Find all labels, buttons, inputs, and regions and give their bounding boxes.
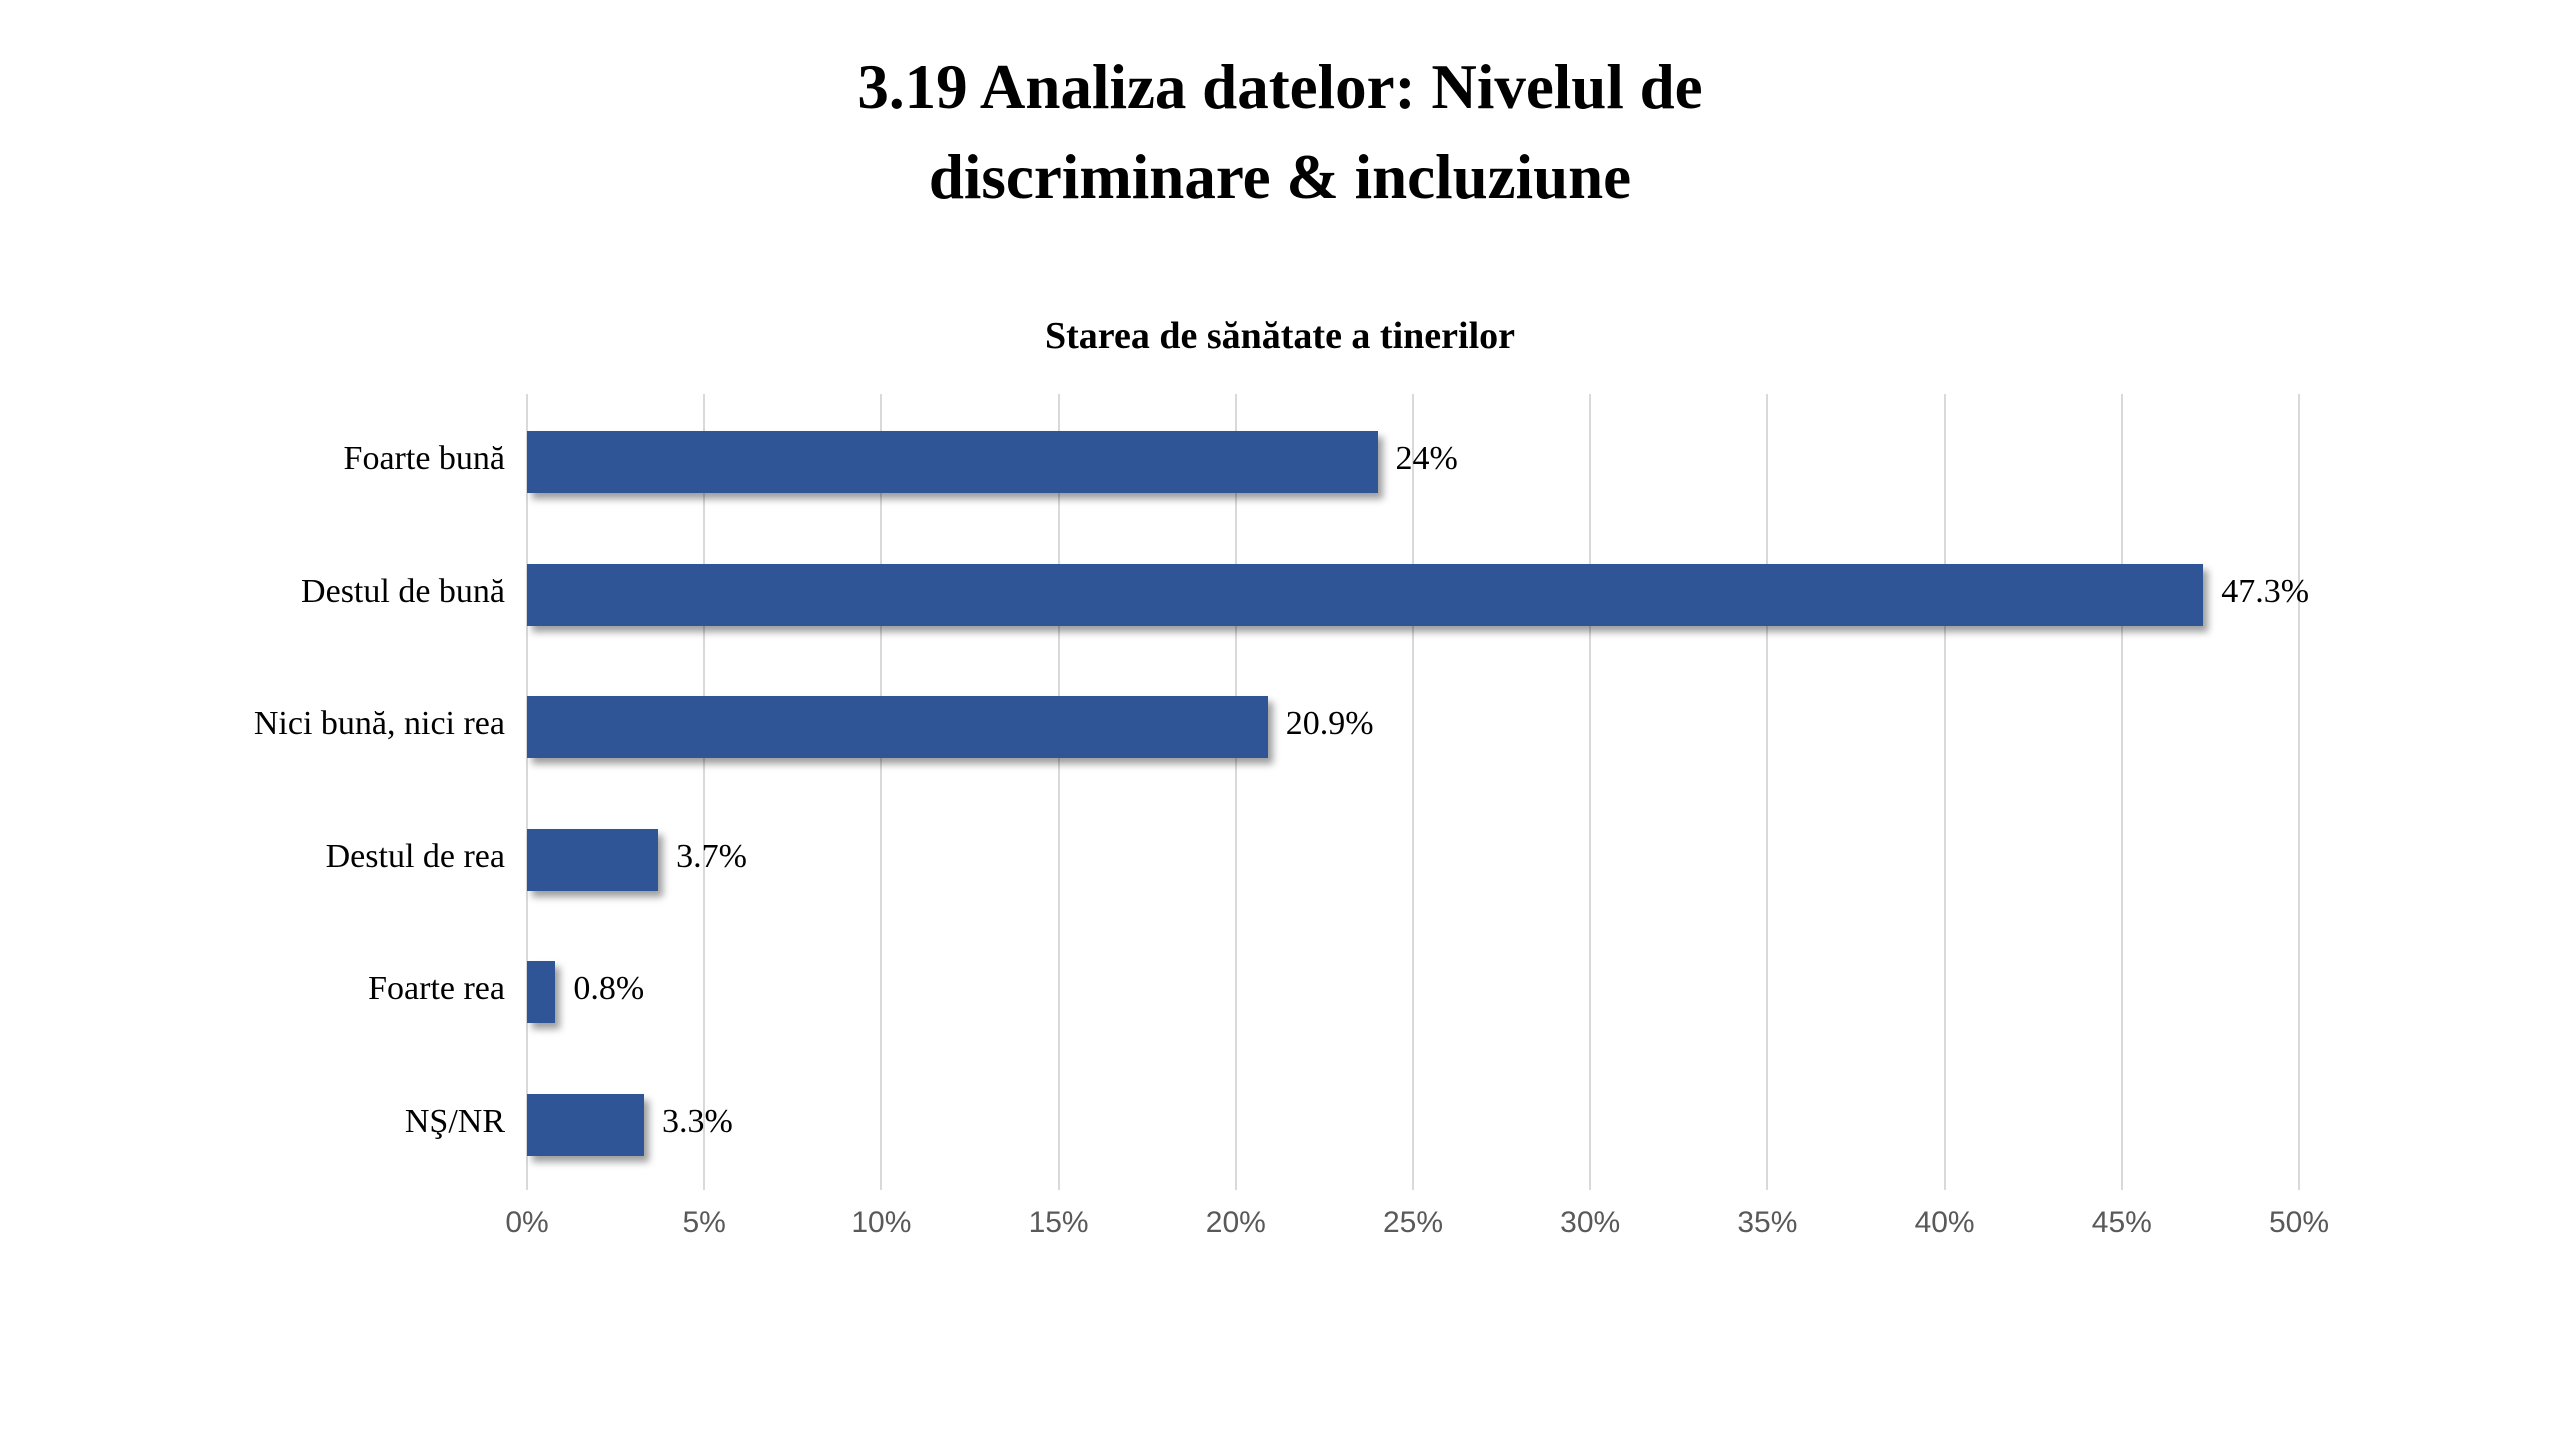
page-title-line-2: discriminare & incluziune [928, 142, 1632, 212]
bar [527, 1094, 644, 1156]
x-axis-tick-label: 45% [2091, 1206, 2152, 1239]
category-label: Nici bună, nici rea [253, 705, 505, 743]
category-label: Destul de bună [301, 572, 505, 610]
bar-value-label: 24% [1395, 440, 1458, 477]
x-axis-tick-label: 35% [1737, 1206, 1798, 1239]
bar-value-label: 3.3% [661, 1103, 733, 1140]
x-gridline [1234, 394, 1237, 1190]
x-gridline [1057, 394, 1060, 1190]
category-label: Foarte bună [343, 440, 505, 477]
x-axis-tick-label: 30% [1560, 1206, 1621, 1239]
x-axis-tick-label: 10% [851, 1206, 912, 1239]
x-gridline [880, 394, 883, 1190]
bar [527, 828, 659, 891]
x-gridline [2120, 394, 2123, 1190]
bar [527, 961, 556, 1024]
x-axis-tick-label: 5% [682, 1206, 726, 1239]
bar-value-label: 3.7% [676, 837, 747, 875]
bar [527, 696, 1268, 759]
bar-value-label: 0.8% [573, 970, 645, 1008]
x-axis-tick-label: 15% [1028, 1206, 1089, 1239]
x-gridline [1589, 394, 1592, 1190]
x-axis-tick-label: 0% [505, 1206, 549, 1239]
category-label: Foarte rea [368, 970, 505, 1008]
chart-title: Starea de sănătate a tinerilor [1045, 315, 1515, 357]
x-gridline [526, 394, 528, 1190]
x-gridline [2298, 394, 2300, 1190]
bar [527, 431, 1378, 493]
x-gridline [1412, 394, 1414, 1190]
bar-value-label: 20.9% [1285, 705, 1374, 743]
x-axis-tick-label: 50% [2268, 1206, 2330, 1239]
category-label: Destul de rea [325, 837, 505, 875]
x-axis-tick-label: 25% [1382, 1206, 1444, 1239]
x-gridline [703, 394, 706, 1190]
bar-value-label: 47.3% [2221, 572, 2310, 610]
bar [527, 563, 2204, 626]
x-gridline [1943, 394, 1946, 1190]
x-gridline [1766, 394, 1769, 1190]
x-axis-tick-label: 20% [1205, 1206, 1266, 1239]
x-axis-tick-label: 40% [1914, 1206, 1975, 1239]
page-title-line-1: 3.19 Analiza datelor: Nivelul de [857, 52, 1703, 122]
category-label: NŞ/NR [404, 1103, 505, 1140]
page-title: 3.19 Analiza datelor: Nivelul de discrim… [0, 42, 2560, 222]
